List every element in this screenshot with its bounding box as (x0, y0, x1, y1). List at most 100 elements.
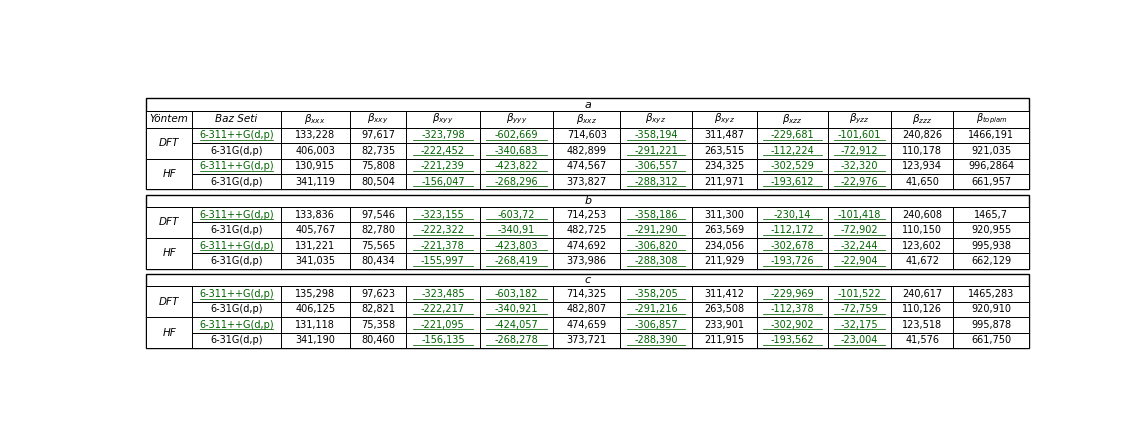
Text: $\beta_{xyy}$: $\beta_{xyy}$ (432, 112, 454, 126)
Text: 82,780: 82,780 (361, 225, 395, 235)
Bar (692, 222, 757, 238)
Bar (350, 128, 406, 143)
Text: -193,726: -193,726 (771, 256, 814, 266)
Text: 123,934: 123,934 (902, 161, 942, 171)
Text: -424,057: -424,057 (494, 320, 538, 330)
Text: -72,902: -72,902 (841, 225, 879, 235)
Text: 234,325: 234,325 (704, 161, 744, 171)
Bar (350, 207, 406, 222)
Bar (828, 128, 891, 143)
Bar (953, 143, 1029, 159)
Bar (406, 332, 479, 348)
Bar (553, 159, 621, 174)
Text: 80,460: 80,460 (361, 335, 395, 345)
Bar (147, 195, 1029, 269)
Bar (553, 253, 621, 269)
Text: -268,419: -268,419 (494, 256, 538, 266)
Bar (281, 238, 350, 253)
Bar (692, 238, 757, 253)
Bar (757, 317, 828, 332)
Text: 661,750: 661,750 (972, 335, 1012, 345)
Bar (553, 332, 621, 348)
Text: 6-31G(d,p): 6-31G(d,p) (210, 305, 263, 314)
Text: $\beta_{xxx}$: $\beta_{xxx}$ (304, 112, 326, 126)
Text: 714,325: 714,325 (567, 289, 607, 299)
Bar (350, 222, 406, 238)
Bar (692, 143, 757, 159)
Text: 6-311++G(d,p): 6-311++G(d,p) (198, 210, 274, 220)
Text: 131,221: 131,221 (295, 240, 335, 251)
Bar (953, 128, 1029, 143)
Text: 6-311++G(d,p): 6-311++G(d,p) (198, 289, 274, 299)
Text: Baz Seti: Baz Seti (216, 114, 257, 124)
Text: $\beta_{toplam}$: $\beta_{toplam}$ (976, 112, 1007, 126)
Bar (479, 302, 553, 317)
Text: HF: HF (163, 248, 177, 258)
Text: 263,515: 263,515 (704, 146, 744, 156)
Bar (891, 174, 953, 189)
Bar (757, 143, 828, 159)
Text: 41,576: 41,576 (905, 335, 939, 345)
Bar (828, 253, 891, 269)
Bar (192, 143, 281, 159)
Text: 995,938: 995,938 (972, 240, 1012, 251)
Bar (281, 332, 350, 348)
Bar (692, 302, 757, 317)
Text: -323,485: -323,485 (421, 289, 465, 299)
Bar (621, 253, 692, 269)
Text: 75,358: 75,358 (361, 320, 395, 330)
Bar (621, 317, 692, 332)
Bar (479, 111, 553, 128)
Text: -291,221: -291,221 (634, 146, 678, 156)
Text: HF: HF (163, 169, 177, 179)
Bar (479, 222, 553, 238)
Bar (553, 128, 621, 143)
Bar (553, 286, 621, 302)
Bar (891, 253, 953, 269)
Text: 996,2864: 996,2864 (968, 161, 1014, 171)
Bar (192, 317, 281, 332)
Bar (757, 222, 828, 238)
Text: 41,672: 41,672 (905, 256, 939, 266)
Bar (192, 302, 281, 317)
Bar (406, 238, 479, 253)
Text: 110,150: 110,150 (902, 225, 942, 235)
Bar (479, 159, 553, 174)
Bar (828, 332, 891, 348)
Text: -101,418: -101,418 (837, 210, 881, 220)
Bar (621, 332, 692, 348)
Text: -306,557: -306,557 (634, 161, 678, 171)
Bar (350, 111, 406, 128)
Bar (692, 286, 757, 302)
Bar (953, 174, 1029, 189)
Text: 233,901: 233,901 (704, 320, 744, 330)
Text: -32,175: -32,175 (841, 320, 879, 330)
Bar (406, 111, 479, 128)
Bar (192, 253, 281, 269)
Text: -23,004: -23,004 (841, 335, 879, 345)
Text: 373,986: 373,986 (567, 256, 607, 266)
Bar (479, 332, 553, 348)
Text: 482,725: 482,725 (567, 225, 607, 235)
Text: 995,878: 995,878 (972, 320, 1012, 330)
Text: -288,312: -288,312 (634, 177, 678, 187)
Text: -323,155: -323,155 (421, 210, 465, 220)
Text: 75,808: 75,808 (361, 161, 395, 171)
Text: 82,735: 82,735 (361, 146, 395, 156)
Bar (757, 128, 828, 143)
Text: HF: HF (163, 328, 177, 338)
Bar (953, 111, 1029, 128)
Text: -302,678: -302,678 (771, 240, 814, 251)
Bar (479, 128, 553, 143)
Bar (891, 317, 953, 332)
Text: 80,504: 80,504 (361, 177, 395, 187)
Bar (757, 238, 828, 253)
Text: 263,569: 263,569 (704, 225, 744, 235)
Bar (406, 253, 479, 269)
Bar (147, 99, 1029, 189)
Bar (406, 159, 479, 174)
Text: 135,298: 135,298 (295, 289, 335, 299)
Bar (757, 286, 828, 302)
Text: a: a (585, 99, 591, 110)
Bar (757, 302, 828, 317)
